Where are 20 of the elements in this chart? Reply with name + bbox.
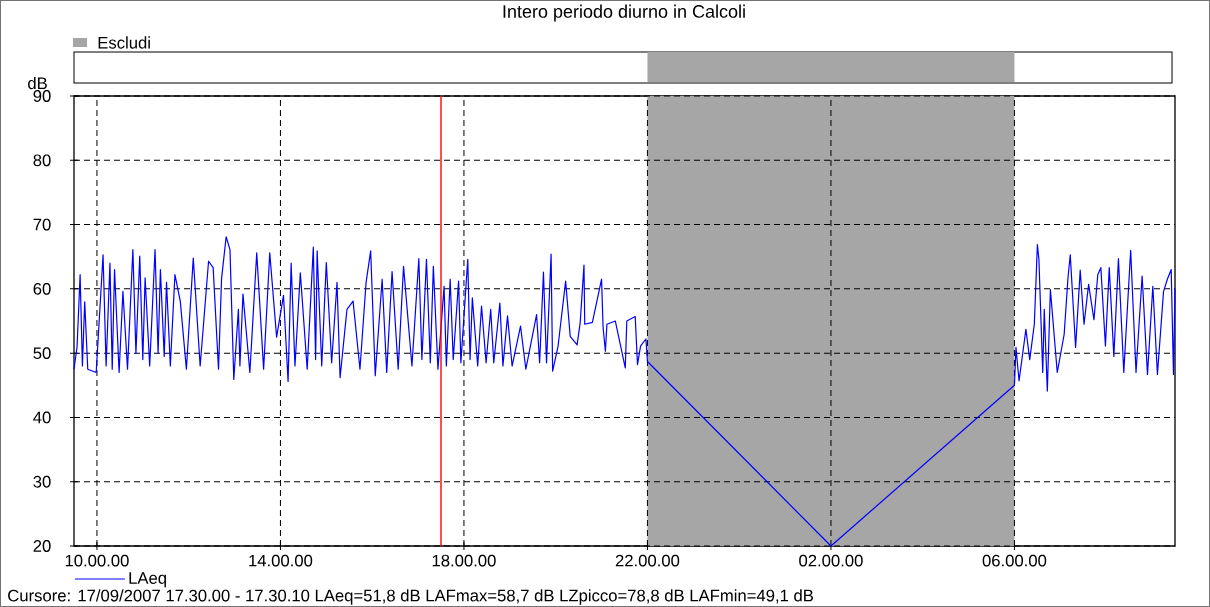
x-tick-label: 02.00.00 <box>799 554 863 567</box>
y-tick-label: 60 <box>33 282 51 295</box>
y-tick-label: 90 <box>33 90 51 102</box>
x-tick-label: 14.00.00 <box>249 554 313 567</box>
legend-label: LAeq <box>129 572 166 588</box>
y-tick-label: 20 <box>33 540 51 552</box>
y-axis-title: dB <box>28 76 47 90</box>
x-tick-label: 22.00.00 <box>615 554 680 567</box>
y-tick-label: 50 <box>33 347 51 360</box>
x-tick-label: 06.00.00 <box>982 554 1047 567</box>
y-tick-label: 80 <box>33 154 51 167</box>
text: Cursore: 17/09/2007 17.30.00 - 17.30.10 LAeq=51,8 dB LAFmax=58,7 dB LZpicco=78,8 dB LAFmin=49,1 dB <box>8 589 814 605</box>
x-tick-label: 10.00.00 <box>65 554 129 567</box>
y-tick-label: 30 <box>33 475 51 488</box>
legend-label: Escludi <box>98 36 150 49</box>
x-tick-label: 18.00.00 <box>432 554 496 567</box>
line-series <box>73 236 1176 547</box>
y-tick-label: 40 <box>33 411 51 424</box>
chart-title: Intero periodo diurno in Calcoli <box>503 4 745 22</box>
y-tick-label: 70 <box>33 218 51 231</box>
